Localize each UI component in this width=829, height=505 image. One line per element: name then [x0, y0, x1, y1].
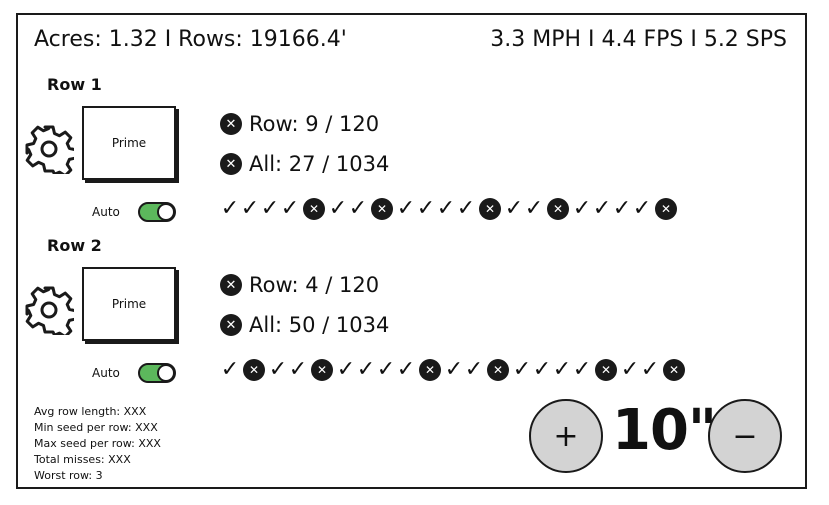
- screen-frame: [16, 13, 807, 489]
- x-circle-icon: ✕: [220, 274, 242, 296]
- check-icon: ✓: [396, 196, 416, 221]
- stats-panel: Avg row length: XXX Min seed per row: XX…: [34, 404, 161, 484]
- row-2-title: Row 2: [47, 236, 102, 255]
- x-circle-icon: ✕: [220, 153, 242, 175]
- row-2-all-count: ✕ All: 50 / 1034: [220, 313, 389, 337]
- check-icon: ✓: [356, 357, 376, 382]
- check-icon: ✓: [444, 357, 464, 382]
- check-icon: ✓: [416, 196, 436, 221]
- check-icon: ✓: [268, 357, 288, 382]
- stat-min-seed: Min seed per row: XXX: [34, 421, 158, 434]
- check-icon: ✓: [260, 196, 280, 221]
- auto-label-row-1: Auto: [92, 205, 120, 219]
- check-icon: ✓: [572, 196, 592, 221]
- check-icon: ✓: [524, 196, 544, 221]
- check-icon: ✓: [456, 196, 476, 221]
- row-1-title: Row 1: [47, 75, 102, 94]
- check-icon: ✓: [504, 196, 524, 221]
- row-1-all-count: ✕ All: 27 / 1034: [220, 152, 389, 176]
- check-icon: ✓: [512, 357, 532, 382]
- check-icon: ✓: [620, 357, 640, 382]
- seed-spacing-value: 10": [612, 398, 717, 463]
- auto-toggle-row-1[interactable]: [138, 202, 176, 222]
- miss-icon: ✕: [419, 359, 441, 381]
- toggle-knob: [157, 203, 175, 221]
- check-icon: ✓: [464, 357, 484, 382]
- all-count-text: All: 27 / 1034: [249, 152, 390, 176]
- miss-icon: ✕: [479, 198, 501, 220]
- speed-summary: 3.3 MPH I 4.4 FPS I 5.2 SPS: [490, 27, 787, 52]
- row-2-row-count: ✕ Row: 4 / 120: [220, 273, 379, 297]
- check-icon: ✓: [220, 196, 240, 221]
- check-icon: ✓: [328, 196, 348, 221]
- stat-worst-row: Worst row: 3: [34, 469, 103, 482]
- miss-icon: ✕: [371, 198, 393, 220]
- x-circle-icon: ✕: [220, 314, 242, 336]
- decrease-spacing-button[interactable]: −: [708, 399, 782, 473]
- increase-spacing-button[interactable]: +: [529, 399, 603, 473]
- check-icon: ✓: [572, 357, 592, 382]
- gear-icon[interactable]: [24, 124, 74, 174]
- check-icon: ✓: [396, 357, 416, 382]
- miss-icon: ✕: [663, 359, 685, 381]
- miss-icon: ✕: [243, 359, 265, 381]
- stat-total-misses: Total misses: XXX: [34, 453, 131, 466]
- check-icon: ✓: [592, 196, 612, 221]
- miss-icon: ✕: [311, 359, 333, 381]
- row-count-text: Row: 9 / 120: [249, 112, 380, 136]
- check-icon: ✓: [348, 196, 368, 221]
- toggle-knob: [157, 364, 175, 382]
- gear-icon[interactable]: [24, 285, 74, 335]
- check-icon: ✓: [532, 357, 552, 382]
- miss-icon: ✕: [303, 198, 325, 220]
- row-count-text: Row: 4 / 120: [249, 273, 380, 297]
- check-icon: ✓: [376, 357, 396, 382]
- prime-button-row-1[interactable]: Prime: [82, 106, 176, 180]
- check-icon: ✓: [280, 196, 300, 221]
- check-icon: ✓: [436, 196, 456, 221]
- auto-label-row-2: Auto: [92, 366, 120, 380]
- stat-max-seed: Max seed per row: XXX: [34, 437, 161, 450]
- all-count-text: All: 50 / 1034: [249, 313, 390, 337]
- check-icon: ✓: [288, 357, 308, 382]
- row-1-row-count: ✕ Row: 9 / 120: [220, 112, 379, 136]
- field-summary: Acres: 1.32 I Rows: 19166.4': [34, 27, 347, 52]
- miss-icon: ✕: [655, 198, 677, 220]
- miss-icon: ✕: [547, 198, 569, 220]
- check-icon: ✓: [552, 357, 572, 382]
- check-icon: ✓: [220, 357, 240, 382]
- stat-avg-row-length: Avg row length: XXX: [34, 405, 147, 418]
- check-icon: ✓: [632, 196, 652, 221]
- check-icon: ✓: [612, 196, 632, 221]
- x-circle-icon: ✕: [220, 113, 242, 135]
- row-1-seed-history: ✓ ✓ ✓ ✓ ✕ ✓ ✓ ✕ ✓ ✓ ✓ ✓ ✕ ✓ ✓ ✕ ✓ ✓ ✓ ✓ ✕: [220, 196, 680, 222]
- check-icon: ✓: [640, 357, 660, 382]
- prime-button-row-2[interactable]: Prime: [82, 267, 176, 341]
- miss-icon: ✕: [487, 359, 509, 381]
- row-2-seed-history: ✓ ✕ ✓ ✓ ✕ ✓ ✓ ✓ ✓ ✕ ✓ ✓ ✕ ✓ ✓ ✓ ✓ ✕ ✓ ✓ ✕: [220, 357, 688, 383]
- miss-icon: ✕: [595, 359, 617, 381]
- check-icon: ✓: [336, 357, 356, 382]
- auto-toggle-row-2[interactable]: [138, 363, 176, 383]
- check-icon: ✓: [240, 196, 260, 221]
